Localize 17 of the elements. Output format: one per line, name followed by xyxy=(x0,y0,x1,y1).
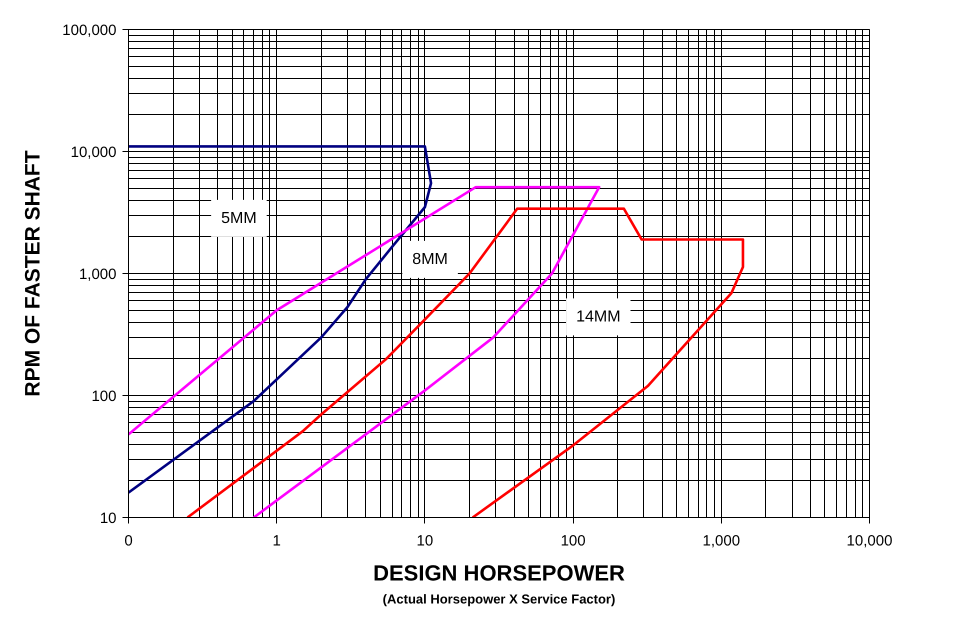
x-tick-label: 0 xyxy=(124,532,133,550)
y-axis-title: RPM OF FASTER SHAFT xyxy=(21,150,44,397)
y-tick-label: 100,000 xyxy=(62,22,117,39)
y-tick-label: 100 xyxy=(91,388,117,405)
x-tick-label: 1,000 xyxy=(702,532,740,550)
x-axis-title: DESIGN HORSEPOWER xyxy=(373,560,626,586)
text: 5MM xyxy=(221,210,257,227)
x-tick-label: 10 xyxy=(416,532,434,550)
series-label: 8MM xyxy=(412,250,448,268)
y-tick-label: 10 xyxy=(100,510,117,527)
x-tick-label: 100 xyxy=(560,532,586,550)
y-tick-label: 1,000 xyxy=(78,266,117,283)
y-tick-label: 10,000 xyxy=(70,144,117,161)
text: (Actual Horsepower X Service Factor) xyxy=(382,592,616,606)
x-tick-label: 1 xyxy=(272,532,281,550)
x-tick-label: 10,000 xyxy=(846,532,892,550)
text: 14MM xyxy=(576,308,621,326)
